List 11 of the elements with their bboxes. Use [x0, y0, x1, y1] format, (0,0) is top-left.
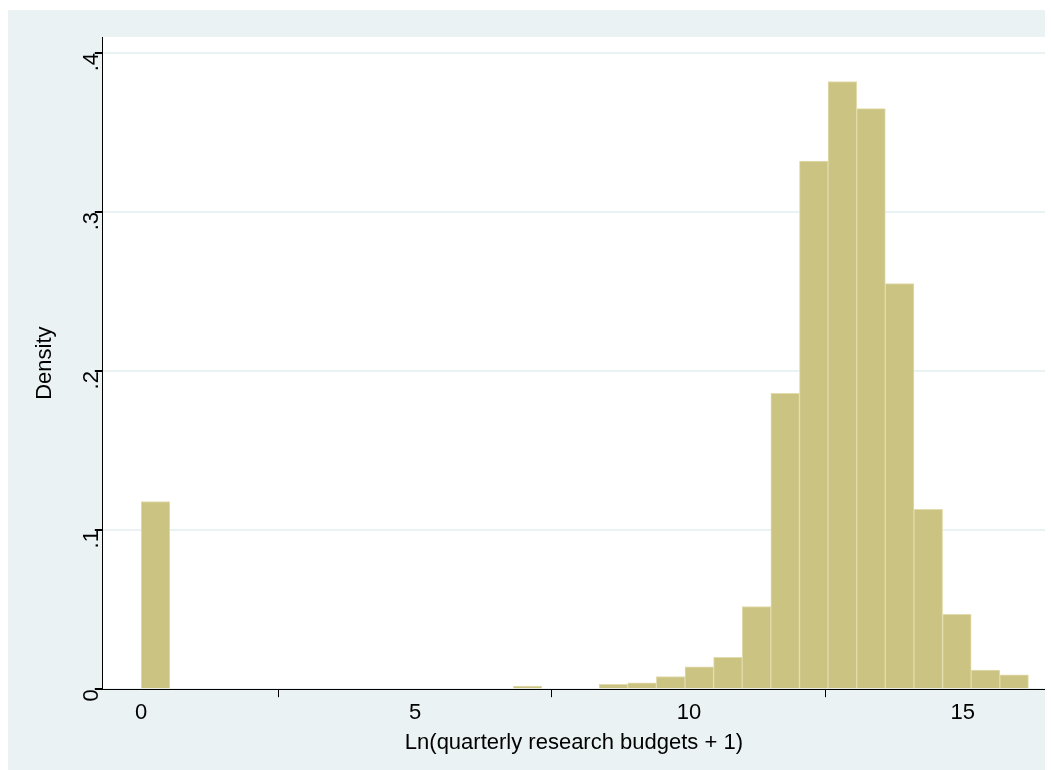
x-axis-title: Ln(quarterly research budgets + 1): [404, 728, 743, 754]
x-tick-label: 10: [676, 699, 702, 725]
y-tick-label: 0: [77, 689, 103, 702]
x-tick-label: 5: [408, 699, 422, 725]
y-tick-label: .3: [77, 211, 103, 231]
y-tick-label: .1: [77, 530, 103, 549]
x-tick-label: 15: [950, 699, 976, 725]
y-tick-label: .4: [77, 52, 103, 72]
x-tick-label: 0: [135, 699, 148, 725]
y-axis-title: Density: [31, 326, 57, 400]
y-tick-label: .2: [77, 371, 103, 390]
